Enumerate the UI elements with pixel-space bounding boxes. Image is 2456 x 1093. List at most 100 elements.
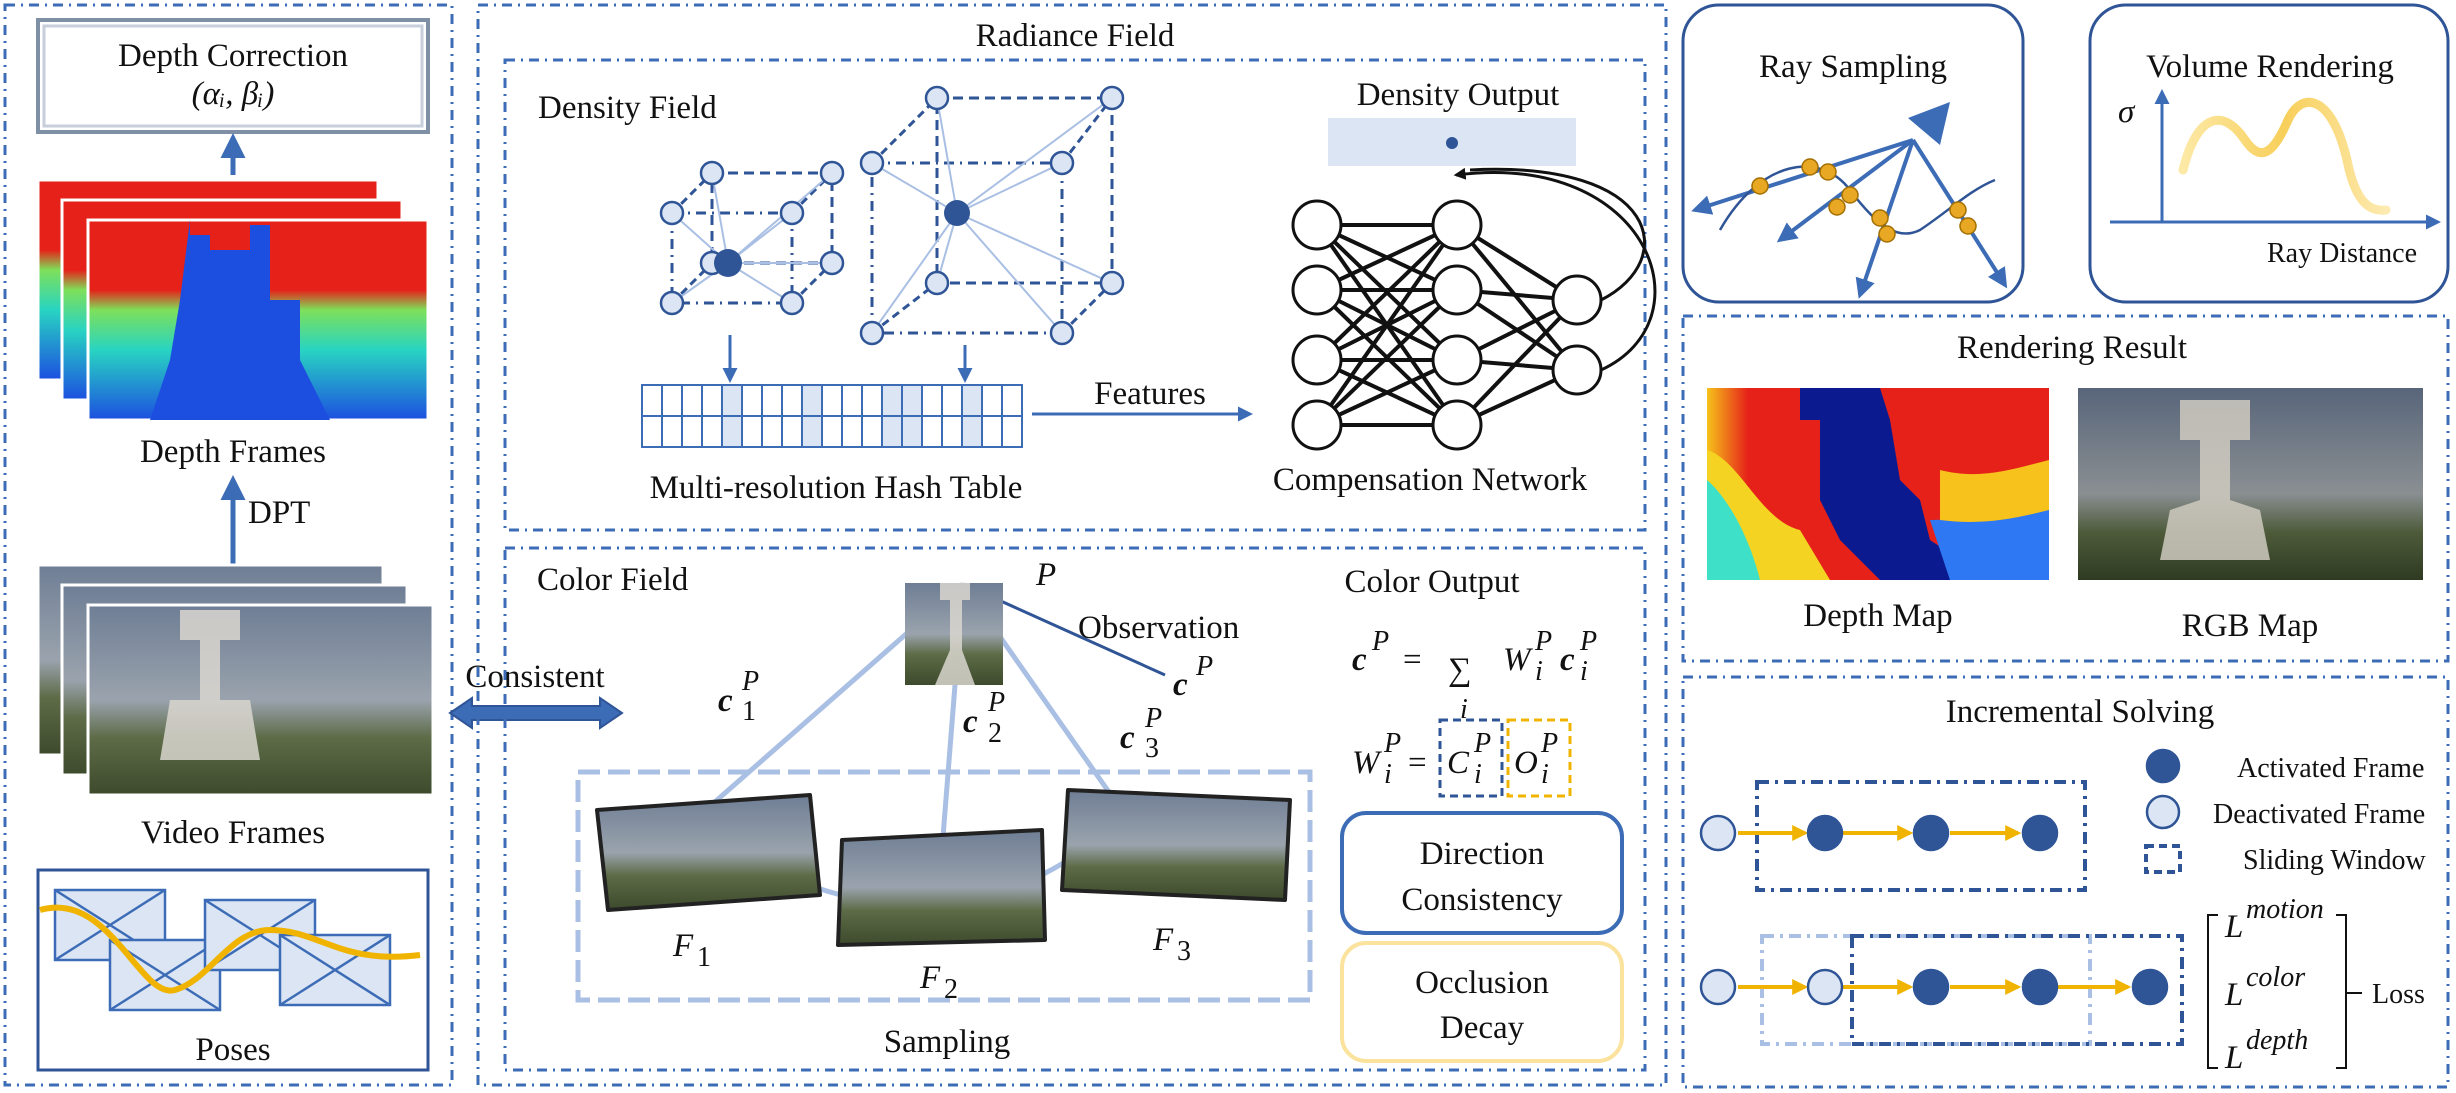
sliding-window-row1	[1755, 780, 2087, 892]
features-label: Features	[1094, 376, 1206, 412]
volume-rendering-title: Volume Rendering	[2146, 49, 2394, 85]
loss-color: L color	[2224, 962, 2305, 1013]
o-term-box	[1506, 718, 1572, 798]
hash-cell	[841, 415, 863, 448]
hash-cell	[641, 384, 663, 417]
rgb-map-label: RGB Map	[2182, 608, 2319, 644]
hash-cell	[981, 415, 1003, 448]
density-field-title: Density Field	[538, 90, 717, 126]
svg-text:c: c	[718, 683, 733, 719]
density-output-label: Density Output	[1357, 77, 1560, 113]
ray-label-3: c P 3	[1120, 703, 1162, 764]
svg-text:c: c	[963, 704, 978, 740]
svg-text:i: i	[1384, 759, 1392, 790]
network-edge	[1315, 288, 1459, 427]
point-label: P	[1035, 557, 1056, 593]
network-edge	[1455, 298, 1579, 427]
hash-cell	[761, 384, 783, 417]
consistent-label: Consistent	[465, 659, 604, 695]
svg-text:1: 1	[742, 696, 756, 727]
hash-cell	[981, 384, 1003, 417]
svg-text:i: i	[1460, 694, 1468, 725]
svg-text:=: =	[1403, 642, 1422, 678]
network-edge	[1316, 358, 1458, 427]
occlusion-decay-box	[1340, 941, 1624, 1063]
svg-text:depth: depth	[2246, 1025, 2308, 1056]
hash-cell	[1001, 384, 1023, 417]
svg-text:3: 3	[1145, 733, 1159, 764]
svg-text:L: L	[2224, 1040, 2243, 1076]
hash-cell	[1001, 415, 1023, 448]
incremental-solving-frame	[1681, 675, 2450, 1089]
svg-text:L: L	[2224, 977, 2243, 1013]
poses-label: Poses	[195, 1032, 270, 1068]
svg-text:P: P	[987, 687, 1005, 718]
activated-frame-node	[2021, 814, 2059, 852]
hash-cell	[661, 384, 683, 417]
svg-text:F: F	[672, 928, 694, 964]
hash-cell	[881, 415, 903, 448]
svg-text:c: c	[1173, 667, 1188, 703]
depth-frames-label: Depth Frames	[140, 434, 326, 470]
observation-c-label: c P	[1173, 651, 1213, 703]
depth-correction-title: Depth Correction	[118, 38, 348, 74]
svg-text:P: P	[741, 666, 759, 697]
svg-text:i: i	[1535, 656, 1543, 687]
hash-cell	[721, 384, 743, 417]
svg-text:color: color	[2246, 962, 2305, 993]
depth-map-image	[1707, 388, 2049, 580]
ray-label-2: c P 2	[963, 687, 1005, 749]
sampling-region	[575, 769, 1313, 1003]
svg-text:O: O	[1514, 745, 1538, 781]
loss-left-bracket	[2207, 914, 2218, 1069]
svg-text:P: P	[1371, 626, 1389, 657]
radiance-field-title: Radiance Field	[976, 18, 1175, 54]
hash-table-label: Multi-resolution Hash Table	[650, 470, 1023, 506]
dpt-label: DPT	[248, 495, 310, 531]
svg-text:∑: ∑	[1448, 652, 1472, 688]
svg-text:P: P	[1579, 626, 1597, 657]
ray-label-1: c P 1	[718, 666, 759, 727]
hash-cell	[681, 384, 703, 417]
svg-text:P: P	[1195, 651, 1213, 682]
direction-consistency-line2: Consistency	[1401, 882, 1563, 918]
svg-text:2: 2	[944, 974, 958, 1005]
hash-cell	[821, 384, 843, 417]
c-term-box	[1438, 718, 1504, 798]
svg-text:1: 1	[697, 942, 711, 973]
hash-cell	[921, 415, 943, 448]
legend-window-label: Sliding Window	[2243, 845, 2426, 876]
observation-label: Observation	[1078, 610, 1239, 646]
svg-text:c: c	[1120, 720, 1135, 756]
density-field-frame	[503, 58, 1647, 532]
network-feedback-arrows	[1456, 169, 1657, 372]
deactivated-frame-node	[1699, 814, 1737, 852]
consistent-arrow	[448, 696, 624, 730]
row2-frames	[1699, 968, 2169, 1006]
ray-sample-points	[1751, 158, 1977, 243]
hash-cell	[941, 415, 963, 448]
hash-table	[641, 384, 1023, 448]
hash-cell	[701, 415, 723, 448]
ray-sampling-title: Ray Sampling	[1759, 49, 1947, 85]
ray-sampling-camera	[1908, 102, 1950, 145]
vr-y-label: σ	[2118, 94, 2136, 130]
vr-x-label: Ray Distance	[2267, 238, 2417, 269]
svg-text:2: 2	[988, 718, 1002, 749]
rgb-map-image	[2078, 388, 2423, 580]
loss-label: Loss	[2372, 979, 2425, 1010]
hash-cell	[641, 415, 663, 448]
hash-cell	[761, 415, 783, 448]
svg-text:C: C	[1447, 745, 1470, 781]
color-formula: c P = ∑ i W P i c P i	[1352, 626, 1597, 725]
color-output-title: Color Output	[1344, 564, 1519, 600]
direction-consistency-box	[1340, 811, 1624, 935]
legend-activated-icon	[2145, 748, 2181, 784]
grid-cube-small	[670, 171, 834, 305]
grid-vertices	[659, 85, 1125, 346]
network-edge	[1316, 223, 1458, 292]
loss-motion: L motion	[2224, 894, 2324, 945]
activated-frame-node	[1806, 814, 1844, 852]
hash-cell	[781, 415, 803, 448]
svg-text:P: P	[1144, 703, 1162, 734]
